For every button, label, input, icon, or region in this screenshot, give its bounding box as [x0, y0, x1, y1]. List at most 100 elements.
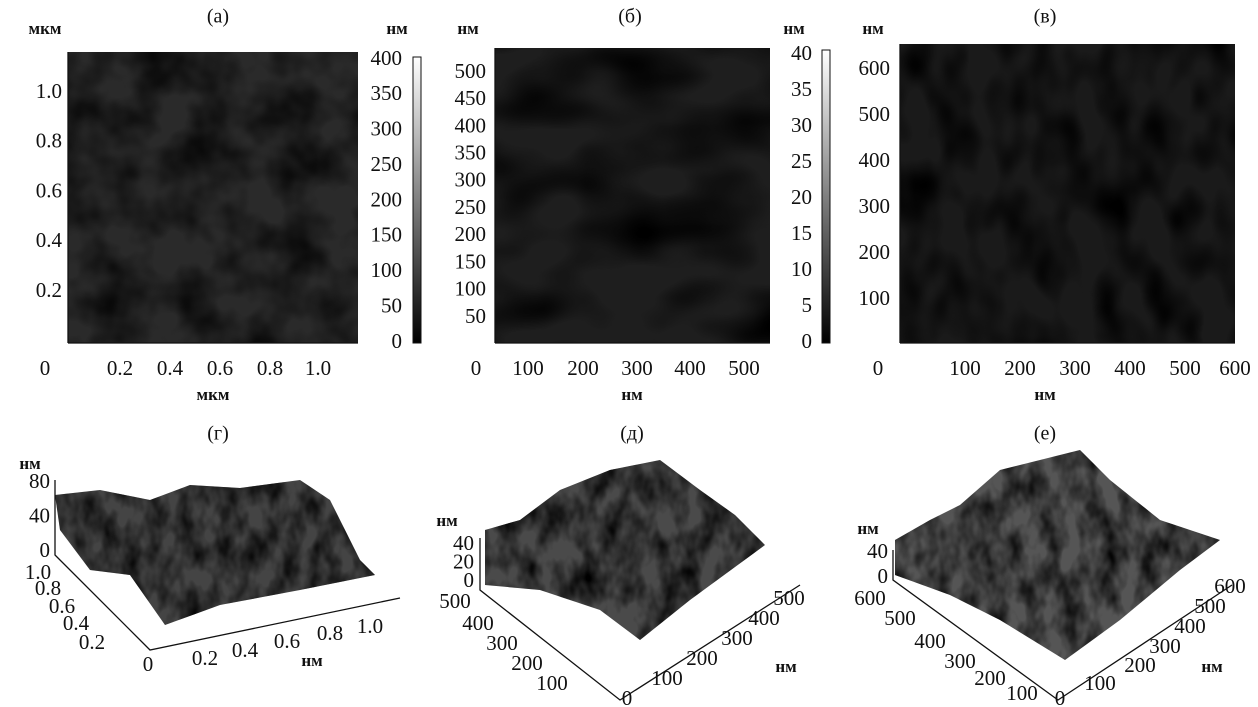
x-tick-label: 100: [949, 356, 981, 380]
y-tick-label: 100: [859, 286, 891, 310]
colorbar-tick-label: 150: [371, 223, 403, 247]
colorbar-unit: нм: [386, 19, 408, 38]
colorbar-tick-label: 200: [371, 187, 403, 211]
right-tick-label: 600: [1214, 574, 1246, 598]
y-tick-label: 200: [455, 222, 487, 246]
panel-label: (а): [207, 6, 229, 28]
y-tick-label: 450: [455, 86, 487, 110]
right-tick-label: 500: [773, 586, 805, 610]
afm-image-c: [900, 44, 1235, 343]
afm-image-a: [68, 52, 421, 343]
colorbar-tick-label: 40: [791, 41, 812, 65]
panel-label: (б): [618, 6, 642, 28]
x-tick-label: 0.2: [107, 356, 133, 380]
y-tick-label: 300: [455, 168, 487, 192]
x-tick-label: 0.4: [157, 356, 184, 380]
colorbar-tick-label: 350: [371, 81, 403, 105]
left-tick-label: 200: [974, 666, 1006, 690]
y-tick-label: 0.8: [36, 129, 62, 153]
y-unit: нм: [862, 19, 884, 38]
colorbar-tick-label: 100: [371, 258, 403, 282]
y-tick-label: 400: [455, 113, 487, 137]
colorbar-tick-label: 400: [371, 46, 403, 70]
x-tick-label: 400: [1114, 356, 1146, 380]
panel-label: (г): [207, 423, 229, 445]
colorbar-tick-label: 300: [371, 117, 403, 141]
z-tick-label: 40: [29, 503, 50, 527]
right-tick-label: 0: [622, 686, 633, 707]
right-tick-label: 100: [1084, 671, 1116, 695]
y-tick-label: 600: [859, 56, 891, 80]
colorbar-tick-label: 20: [791, 185, 812, 209]
x-tick-label: 0: [471, 356, 482, 380]
colorbar-tick-label: 35: [791, 77, 812, 101]
z-unit: нм: [436, 511, 458, 530]
right-tick-label: 0.8: [317, 621, 343, 645]
x-unit: нм: [1201, 657, 1223, 676]
left-tick-label: 0.2: [79, 630, 105, 654]
x-tick-label: 0: [873, 356, 884, 380]
z-tick-label: 0: [40, 538, 51, 562]
x-unit: нм: [301, 651, 323, 670]
right-tick-label: 0: [1055, 686, 1066, 707]
right-tick-label: 100: [651, 666, 683, 690]
y-tick-label: 150: [455, 249, 487, 273]
left-tick-label: 500: [884, 606, 916, 630]
colorbar-tick-label: 10: [791, 257, 812, 281]
x-tick-label: 1.0: [305, 356, 331, 380]
x-tick-label: 200: [567, 356, 599, 380]
colorbar-tick-label: 30: [791, 113, 812, 137]
left-tick-label: 400: [914, 629, 946, 653]
y-tick-label: 350: [455, 140, 487, 164]
right-tick-label: 0: [143, 652, 154, 676]
z-unit: нм: [857, 519, 879, 538]
z-tick-label: 0: [878, 564, 889, 588]
colorbar-tick-label: 50: [381, 293, 402, 317]
left-tick-label: 100: [536, 671, 568, 695]
left-tick-label: 600: [854, 586, 886, 610]
x-tick-label: 200: [1004, 356, 1036, 380]
panel-label: (е): [1034, 423, 1056, 445]
y-tick-label: 0.6: [36, 178, 62, 202]
y-tick-label: 300: [859, 194, 891, 218]
figure: (а)мкммкмнм00.20.40.60.81.00.20.40.60.81…: [0, 0, 1258, 707]
afm-image-b: [495, 48, 830, 343]
y-tick-label: 500: [455, 59, 487, 83]
colorbar-tick-label: 25: [791, 149, 812, 173]
z-tick-label: 40: [453, 531, 474, 555]
panel-label: (в): [1034, 6, 1057, 28]
colorbar-tick-label: 5: [802, 293, 813, 317]
y-unit: мкм: [29, 19, 62, 38]
surface-g: [55, 480, 400, 650]
right-tick-label: 0.6: [274, 629, 300, 653]
panel-label: (д): [620, 423, 644, 445]
right-tick-label: 200: [686, 646, 718, 670]
x-tick-label: 300: [621, 356, 653, 380]
x-tick-label: 600: [1219, 356, 1251, 380]
colorbar-tick-label: 250: [371, 152, 403, 176]
y-tick-label: 200: [859, 240, 891, 264]
colorbar-tick-label: 0: [392, 329, 403, 353]
colorbar-unit: нм: [783, 19, 805, 38]
y-tick-label: 500: [859, 102, 891, 126]
x-unit: нм: [1034, 385, 1056, 404]
left-tick-label: 500: [439, 589, 471, 613]
x-tick-label: 400: [674, 356, 706, 380]
z-tick-label: 40: [867, 539, 888, 563]
x-tick-label: 100: [512, 356, 544, 380]
y-unit: нм: [457, 19, 479, 38]
x-tick-label: 0.6: [207, 356, 233, 380]
x-unit: мкм: [197, 385, 230, 404]
y-tick-label: 100: [455, 277, 487, 301]
colorbar-tick-label: 0: [802, 329, 813, 353]
z-tick-label: 80: [29, 469, 50, 493]
x-tick-label: 0.8: [257, 356, 283, 380]
left-tick-label: 300: [944, 649, 976, 673]
x-tick-label: 500: [728, 356, 760, 380]
right-tick-label: 1.0: [357, 614, 383, 638]
x-unit: нм: [621, 385, 643, 404]
x-unit: нм: [775, 657, 797, 676]
y-tick-label: 1.0: [36, 79, 62, 103]
left-tick-label: 100: [1006, 681, 1038, 705]
right-tick-label: 0.2: [192, 646, 218, 670]
